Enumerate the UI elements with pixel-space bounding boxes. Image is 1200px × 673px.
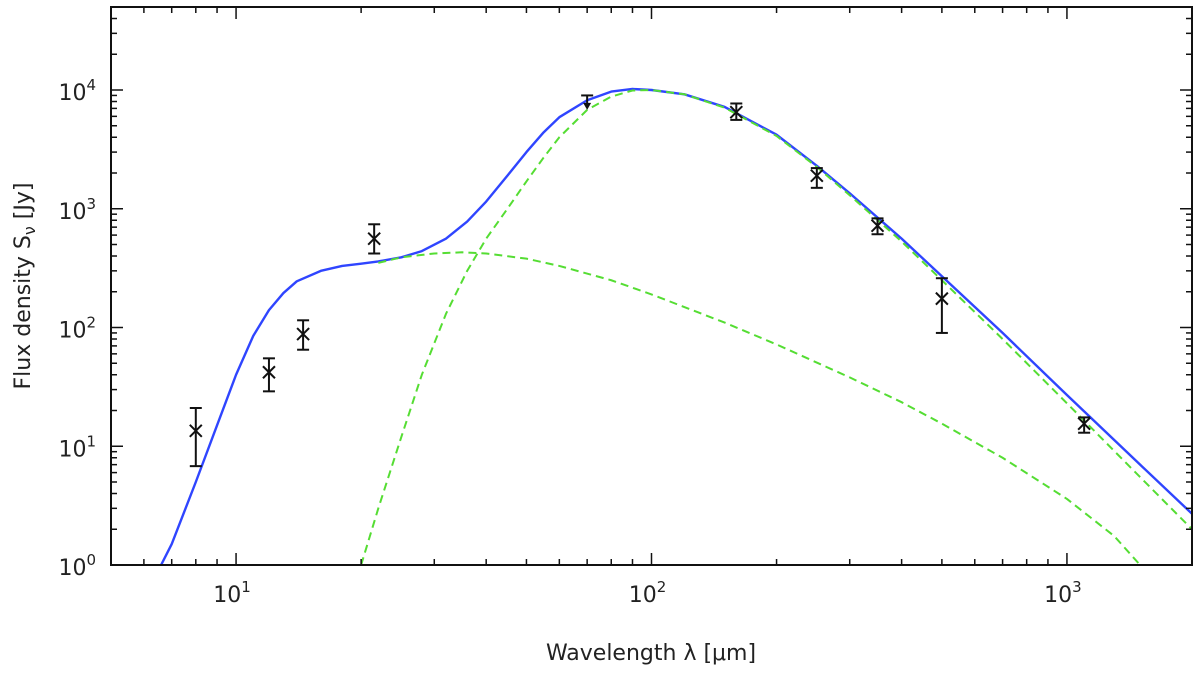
- data-point: [870, 217, 885, 236]
- x-marker: [935, 291, 949, 306]
- x-tick-label: 102: [629, 578, 667, 608]
- model-curves: [160, 87, 1192, 565]
- data-point: [296, 319, 310, 351]
- x-marker: [870, 218, 885, 233]
- y-tick-label: 104: [58, 76, 96, 106]
- component-curve-2: [378, 251, 1141, 565]
- y-axis-label-unit: [Jy]: [11, 183, 36, 227]
- data-point: [1077, 416, 1091, 434]
- data-point: [367, 223, 381, 255]
- data-point: [935, 277, 949, 334]
- data-point: [729, 102, 744, 121]
- y-axis-label-main: Flux density S: [11, 235, 36, 389]
- data-point: [810, 167, 824, 189]
- data-points: [189, 94, 1091, 468]
- total-model-curve: [160, 87, 1192, 565]
- x-marker: [810, 168, 824, 183]
- component-curve-1: [360, 89, 1192, 565]
- y-tick-label: 101: [58, 432, 96, 462]
- data-point: [189, 406, 203, 468]
- x-axis-label: Wavelength λ [μm]: [546, 641, 756, 666]
- x-marker: [1077, 416, 1091, 431]
- tick-labels: 101 102 103 100 101 102 103 104: [58, 76, 1081, 608]
- x-tick-label: 101: [213, 578, 251, 608]
- x-marker: [367, 231, 381, 246]
- y-tick-label: 102: [58, 314, 96, 344]
- data-point: [262, 357, 276, 393]
- x-marker: [296, 327, 310, 341]
- y-axis-label-subscript: ν: [20, 226, 39, 235]
- y-tick-label: 100: [58, 551, 96, 581]
- y-tick-label: 103: [58, 195, 96, 225]
- x-marker: [729, 105, 744, 119]
- x-marker: [262, 365, 276, 379]
- x-tick-label: 103: [1044, 578, 1082, 608]
- upper-limit-arrow: [583, 102, 592, 110]
- y-axis-label: Flux density Sν [Jy]: [11, 183, 39, 390]
- upper-limit-point: [581, 94, 594, 110]
- plot-frame: [110, 6, 1193, 566]
- x-marker: [189, 424, 203, 438]
